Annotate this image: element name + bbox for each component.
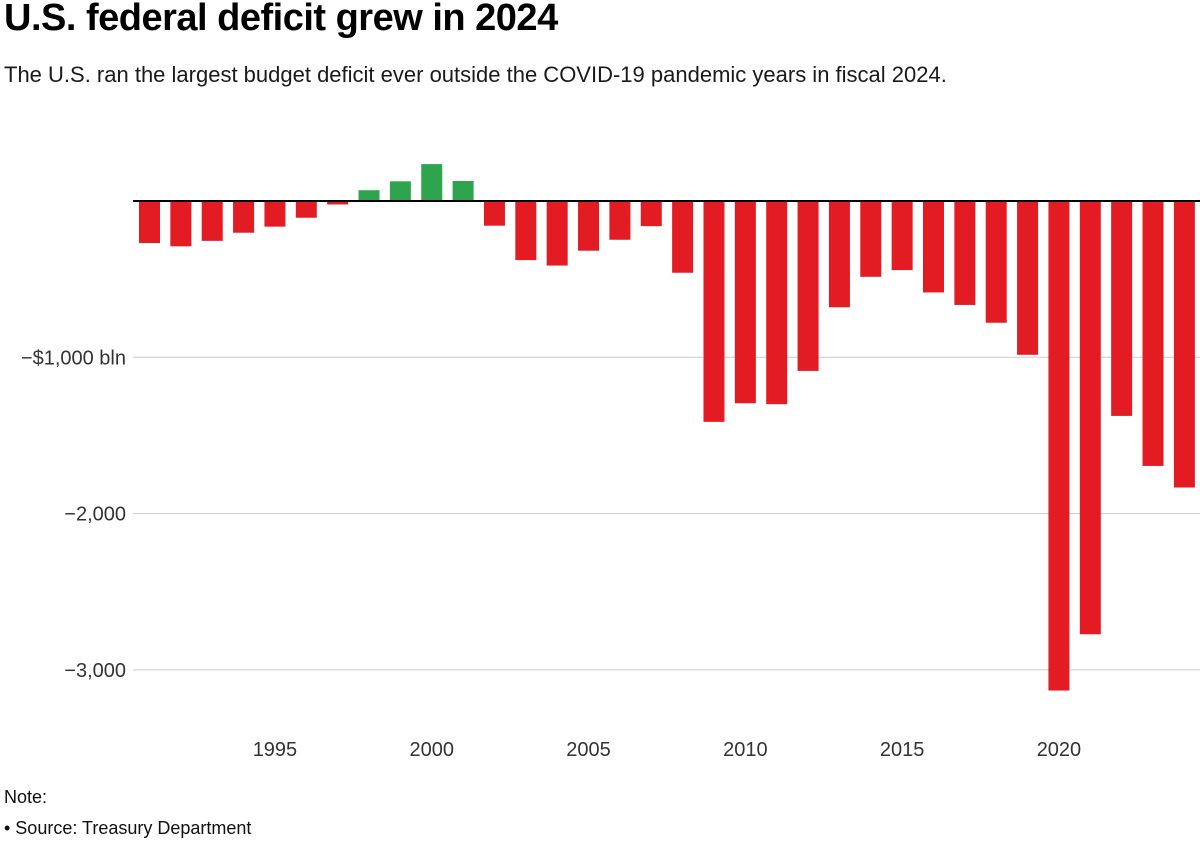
bar-1991 bbox=[139, 201, 160, 244]
x-tick-label-2010: 2010 bbox=[723, 739, 768, 761]
bar-2007 bbox=[640, 201, 662, 227]
bar-1999 bbox=[389, 181, 411, 201]
bar-2005 bbox=[578, 201, 600, 251]
bar-1996 bbox=[295, 201, 317, 218]
y-tick-label--2000: −2,000 bbox=[64, 504, 126, 526]
bar-2015 bbox=[891, 201, 913, 271]
bar-1993 bbox=[201, 201, 223, 241]
chart-subtitle: The U.S. ran the largest budget deficit … bbox=[4, 62, 947, 87]
bar-2023 bbox=[1142, 201, 1164, 466]
bar-1994 bbox=[233, 201, 255, 233]
bar-2020 bbox=[1048, 201, 1070, 691]
bar-2021 bbox=[1079, 201, 1101, 635]
bar-1995 bbox=[264, 201, 286, 227]
bar-2013 bbox=[828, 201, 850, 308]
bar-2001 bbox=[452, 180, 474, 201]
bar-2012 bbox=[797, 201, 819, 371]
y-tick-label--1000: −$1,000 bln bbox=[21, 347, 126, 369]
x-tick-label-2015: 2015 bbox=[880, 739, 925, 761]
bar-2004 bbox=[546, 201, 568, 266]
bar-2009 bbox=[703, 201, 725, 422]
x-tick-label-1995: 1995 bbox=[253, 739, 298, 761]
bar-2008 bbox=[672, 201, 694, 273]
bar-1992 bbox=[170, 201, 192, 247]
bar-2024 bbox=[1173, 201, 1195, 488]
bar-2018 bbox=[985, 201, 1007, 323]
bar-2003 bbox=[515, 201, 537, 261]
bar-2002 bbox=[483, 201, 505, 226]
bar-2014 bbox=[860, 201, 882, 277]
bar-2019 bbox=[1017, 201, 1039, 355]
deficit-bar-chart: −$1,000 bln −2,000 −3,000 1995 2000 2005 2010 2… bbox=[21, 164, 1200, 761]
bar-2000 bbox=[421, 164, 443, 201]
footer-note: Note: bbox=[4, 787, 48, 807]
bar-2010 bbox=[734, 201, 756, 404]
bar-2006 bbox=[609, 201, 631, 240]
footer-source: • Source: Treasury Department bbox=[4, 818, 252, 838]
bar-1998 bbox=[358, 190, 380, 201]
bar-1997 bbox=[327, 201, 349, 205]
x-tick-label-2000: 2000 bbox=[409, 739, 454, 761]
bar-2016 bbox=[923, 201, 944, 293]
x-tick-label-2020: 2020 bbox=[1037, 739, 1082, 761]
chart-title: U.S. federal deficit grew in 2024 bbox=[4, 0, 558, 39]
bar-2017 bbox=[954, 201, 976, 305]
x-tick-label-2005: 2005 bbox=[566, 739, 611, 761]
bar-2011 bbox=[766, 201, 788, 405]
bar-2022 bbox=[1111, 201, 1133, 416]
y-tick-label--3000: −3,000 bbox=[64, 660, 126, 682]
